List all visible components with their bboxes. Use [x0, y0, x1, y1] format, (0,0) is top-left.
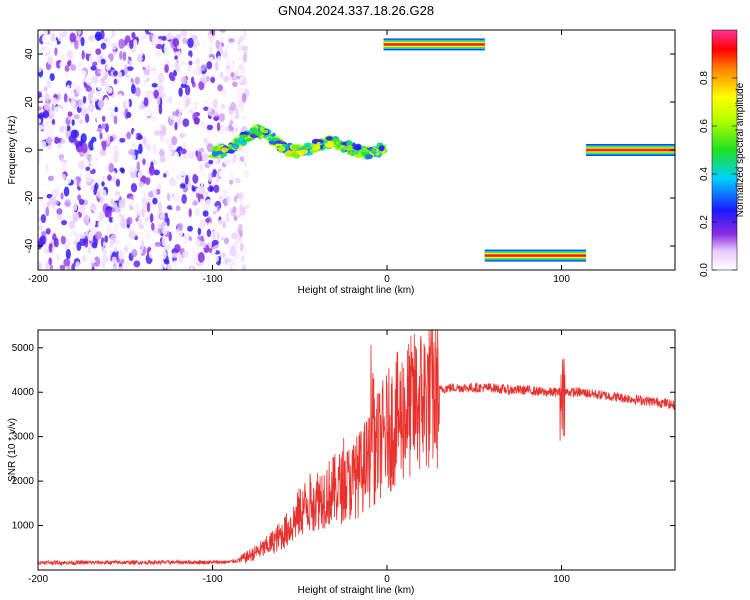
snr-y-tick-label: 3000 [12, 432, 35, 443]
snr-axis-ticks: -200 -100 0 100 1000 2000 3000 4000 5000 [12, 330, 675, 585]
spectrogram-x-tick-label: -200 [28, 274, 48, 285]
snr-x-label: Height of straight line (km) [298, 585, 415, 596]
colorbar: 0.0 0.2 0.4 0.6 0.8 Normalized spectral ampl… [699, 29, 746, 277]
snr-y-tick-label: 4000 [12, 387, 35, 398]
snr-y-tick-label: 5000 [12, 343, 35, 354]
snr-x-tick-label: 100 [553, 574, 570, 585]
snr-panel: -200 -100 0 100 1000 2000 3000 4000 5000 Height … [7, 329, 676, 596]
spectrogram-y-label: Frequency (Hz) [7, 116, 18, 185]
spectrogram-x-tick-label: 100 [553, 274, 570, 285]
spectrogram-heatmap [38, 30, 675, 270]
snr-y-label: SNR (10 * v/v) [7, 418, 18, 482]
snr-y-tick-label: 1000 [12, 521, 35, 532]
colorbar-tick-label: 0.4 [699, 167, 710, 181]
colorbar-ticks: 0.0 0.2 0.4 0.6 0.8 [699, 71, 737, 277]
spectrogram-y-tick-label: 20 [24, 96, 35, 108]
colorbar-tick-label: 0.8 [699, 71, 710, 85]
heatmap-region-noise [38, 30, 250, 270]
heatmap-region-carrier-track [208, 124, 388, 160]
spectrogram-x-tick-label: -100 [203, 274, 223, 285]
snr-x-tick-label: -100 [203, 574, 223, 585]
spectrogram-y-tick-label: 0 [24, 147, 35, 153]
heatmap-region-line-plus-44 [383, 38, 485, 51]
spectrogram-x-tick-label: 0 [384, 274, 390, 285]
spectrogram-x-label: Height of straight line (km) [298, 285, 415, 296]
colorbar-label: Normalized spectral amplitude [735, 82, 746, 217]
snr-series-line [38, 330, 675, 566]
colorbar-gradient [711, 29, 738, 271]
colorbar-tick-label: 0.2 [699, 215, 710, 229]
snr-x-tick-label: -200 [28, 574, 48, 585]
snr-y-tick-label: 2000 [12, 476, 35, 487]
spectrogram-y-tick-label: -40 [24, 238, 35, 253]
snr-frame [37, 329, 676, 571]
spectrogram-y-tick-label: 40 [24, 48, 35, 60]
snr-x-tick-label: 0 [384, 574, 390, 585]
colorbar-tick-label: 0.6 [699, 119, 710, 133]
heatmap-region-line-minus-44 [484, 249, 586, 262]
spectrogram-y-tick-label: -20 [24, 190, 35, 205]
figure-title: GN04.2024.337.18.26.G28 [278, 3, 434, 18]
heatmap-region-line-zero [585, 144, 675, 156]
colorbar-tick-label: 0.0 [699, 263, 710, 277]
